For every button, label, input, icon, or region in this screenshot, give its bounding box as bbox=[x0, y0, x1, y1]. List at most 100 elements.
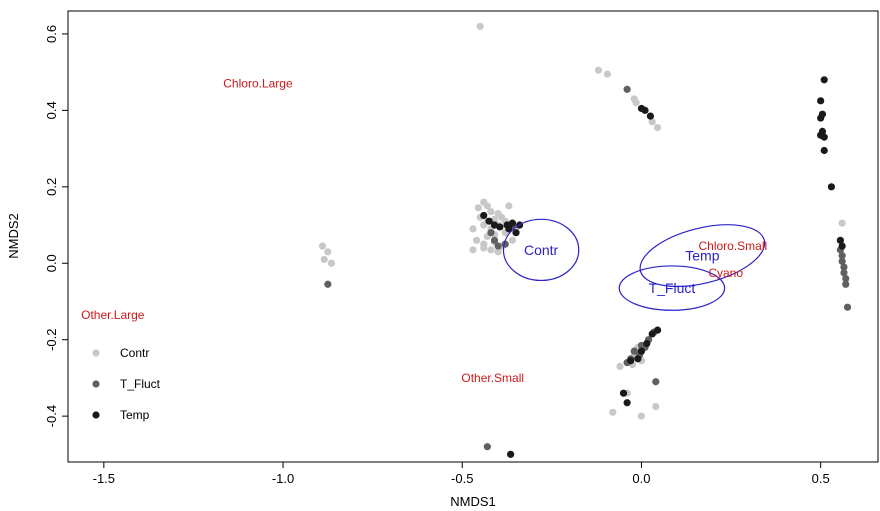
ellipse-temp bbox=[639, 224, 766, 288]
point-contr bbox=[483, 202, 491, 210]
y-tick-label: 0.2 bbox=[44, 178, 59, 196]
ellipse-contr bbox=[502, 218, 580, 282]
point-t-fluct bbox=[630, 347, 638, 355]
legend-marker-contr bbox=[92, 349, 100, 357]
species-label-chloro-large: Chloro.Large bbox=[223, 77, 293, 91]
y-axis-label: NMDS2 bbox=[6, 213, 21, 259]
ellipse-label-temp: Temp bbox=[685, 248, 719, 264]
x-axis-label: NMDS1 bbox=[450, 494, 496, 509]
point-temp bbox=[653, 326, 662, 334]
point-t-fluct bbox=[324, 280, 332, 288]
point-t-fluct bbox=[842, 274, 850, 283]
legend-marker-t-fluct bbox=[92, 380, 100, 388]
point-contr bbox=[320, 255, 328, 264]
point-temp bbox=[643, 339, 651, 348]
point-contr bbox=[838, 219, 846, 227]
point-contr bbox=[474, 204, 482, 212]
point-t-fluct bbox=[842, 280, 850, 288]
point-temp bbox=[838, 242, 846, 250]
ellipse-label-contr: Contr bbox=[524, 242, 559, 258]
species-label-other-large: Other.Large bbox=[81, 308, 145, 322]
point-t-fluct bbox=[838, 257, 846, 265]
point-temp bbox=[507, 450, 515, 458]
point-t-fluct bbox=[843, 303, 852, 311]
x-tick-label: 0.0 bbox=[632, 471, 650, 486]
x-tick-label: -1.0 bbox=[272, 471, 294, 486]
point-temp bbox=[634, 355, 642, 363]
point-contr bbox=[653, 123, 662, 132]
point-contr bbox=[609, 408, 617, 416]
point-contr bbox=[469, 246, 477, 254]
point-contr bbox=[494, 248, 502, 256]
x-tick-label: -1.5 bbox=[93, 471, 115, 486]
point-contr bbox=[472, 236, 481, 244]
plot-frame bbox=[67, 10, 879, 463]
y-tick-label: 0.0 bbox=[44, 254, 59, 272]
point-contr bbox=[476, 22, 484, 30]
point-temp bbox=[496, 223, 504, 231]
y-tick-label: 0.4 bbox=[44, 101, 59, 119]
point-temp bbox=[627, 357, 635, 365]
point-t-fluct bbox=[623, 85, 631, 93]
point-contr bbox=[318, 242, 327, 250]
ellipse-t-fluct bbox=[618, 265, 726, 311]
point-temp bbox=[485, 217, 493, 225]
point-contr bbox=[487, 246, 495, 254]
point-temp bbox=[512, 229, 520, 237]
point-t-fluct bbox=[652, 378, 660, 386]
point-t-fluct bbox=[487, 229, 495, 237]
point-temp bbox=[820, 133, 828, 141]
x-tick-label: -0.5 bbox=[451, 471, 473, 486]
legend-marker-temp bbox=[92, 411, 100, 419]
point-contr bbox=[327, 259, 336, 267]
point-temp bbox=[623, 399, 631, 407]
point-temp bbox=[508, 219, 517, 227]
point-temp bbox=[480, 211, 488, 220]
y-tick-label: -0.4 bbox=[44, 405, 59, 427]
point-t-fluct bbox=[483, 443, 491, 451]
point-contr bbox=[505, 202, 513, 210]
legend: Contr T_Fluct Temp bbox=[92, 346, 161, 422]
point-contr bbox=[652, 402, 660, 411]
point-temp bbox=[817, 114, 825, 122]
point-t-fluct bbox=[490, 236, 499, 244]
point-contr bbox=[648, 118, 656, 126]
point-temp bbox=[505, 225, 513, 233]
point-contr bbox=[480, 221, 488, 229]
point-temp bbox=[817, 97, 825, 105]
point-temp bbox=[836, 236, 844, 244]
x-axis: -1.5 -1.0 -0.5 0.0 0.5 bbox=[93, 462, 830, 486]
point-contr bbox=[616, 362, 624, 371]
point-contr bbox=[632, 99, 640, 107]
data-points bbox=[318, 22, 852, 458]
point-contr bbox=[469, 225, 477, 233]
species-labels: Chloro.Large Chloro.Small Cyano Other.Large… bbox=[81, 77, 767, 385]
y-tick-label: 0.6 bbox=[44, 25, 59, 43]
point-t-fluct bbox=[838, 252, 846, 260]
species-label-other-small: Other.Small bbox=[461, 371, 524, 385]
point-temp bbox=[619, 389, 628, 397]
point-contr bbox=[594, 66, 603, 74]
point-contr bbox=[637, 412, 646, 420]
point-temp bbox=[637, 347, 646, 355]
y-tick-label: -0.2 bbox=[44, 328, 59, 350]
y-axis: -0.4 -0.2 0.0 0.2 0.4 0.6 bbox=[44, 25, 68, 427]
point-t-fluct bbox=[840, 269, 848, 277]
point-temp bbox=[646, 112, 655, 120]
legend-label-contr: Contr bbox=[120, 346, 149, 360]
point-contr bbox=[508, 236, 517, 244]
point-contr bbox=[603, 70, 612, 78]
point-temp bbox=[820, 146, 828, 155]
legend-label-temp: Temp bbox=[120, 408, 150, 422]
ellipse-label-t-fluct: T_Fluct bbox=[649, 280, 696, 296]
point-contr bbox=[487, 208, 495, 216]
point-contr bbox=[324, 248, 332, 256]
point-t-fluct bbox=[494, 242, 502, 250]
x-tick-label: 0.5 bbox=[812, 471, 830, 486]
species-label-cyano: Cyano bbox=[708, 266, 743, 280]
point-t-fluct bbox=[840, 263, 848, 271]
point-temp bbox=[648, 330, 656, 338]
point-temp bbox=[827, 183, 836, 191]
legend-label-t-fluct: T_Fluct bbox=[120, 377, 161, 391]
